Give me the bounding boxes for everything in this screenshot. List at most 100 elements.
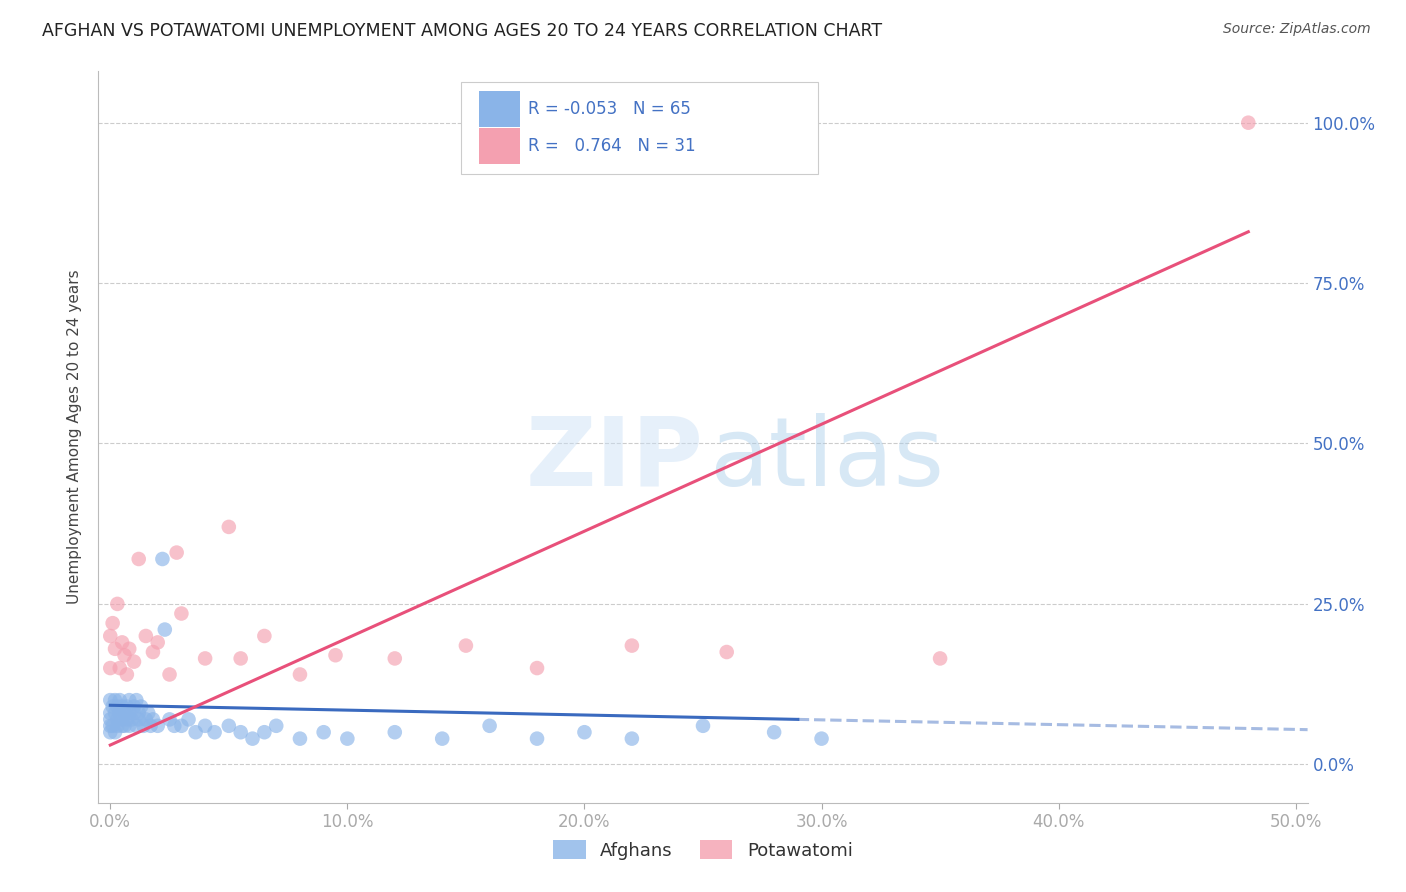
Text: Source: ZipAtlas.com: Source: ZipAtlas.com	[1223, 22, 1371, 37]
Point	[98, 629, 121, 643]
Point	[152, 552, 174, 566]
Point	[204, 725, 226, 739]
Point	[620, 731, 643, 746]
Point	[105, 699, 128, 714]
Point	[98, 693, 121, 707]
Point	[98, 725, 121, 739]
Text: ZIP: ZIP	[524, 412, 703, 506]
FancyBboxPatch shape	[479, 92, 520, 128]
Point	[98, 661, 121, 675]
Point	[108, 661, 131, 675]
Point	[104, 693, 127, 707]
Point	[104, 641, 127, 656]
Point	[114, 648, 136, 663]
Point	[526, 731, 548, 746]
Point	[218, 719, 240, 733]
Point	[288, 731, 311, 746]
Point	[159, 667, 181, 681]
Point	[574, 725, 596, 739]
Point	[166, 545, 188, 559]
Point	[288, 667, 311, 681]
Point	[115, 712, 138, 726]
Point	[121, 712, 143, 726]
Point	[336, 731, 359, 746]
Point	[122, 655, 145, 669]
Point	[1237, 116, 1260, 130]
Point	[142, 712, 165, 726]
Point	[108, 693, 131, 707]
Point	[526, 661, 548, 675]
Point	[135, 629, 157, 643]
Point	[229, 725, 252, 739]
Point	[692, 719, 714, 733]
Point	[98, 706, 121, 720]
Point	[146, 719, 169, 733]
Point	[101, 616, 124, 631]
Point	[98, 719, 121, 733]
Point	[153, 623, 176, 637]
Text: atlas: atlas	[709, 412, 945, 506]
FancyBboxPatch shape	[461, 82, 818, 174]
Point	[129, 699, 152, 714]
Point	[115, 699, 138, 714]
Point	[384, 651, 406, 665]
Point	[105, 712, 128, 726]
Point	[118, 641, 141, 656]
Point	[128, 706, 150, 720]
Point	[218, 520, 240, 534]
Point	[118, 719, 141, 733]
Point	[620, 639, 643, 653]
Point	[128, 712, 150, 726]
Point	[98, 712, 121, 726]
Point	[118, 706, 141, 720]
Point	[105, 597, 128, 611]
Point	[763, 725, 786, 739]
FancyBboxPatch shape	[479, 128, 520, 164]
Legend: Afghans, Potawatomi: Afghans, Potawatomi	[546, 833, 860, 867]
Point	[184, 725, 207, 739]
Point	[384, 725, 406, 739]
Point	[194, 719, 217, 733]
Point	[111, 719, 134, 733]
Point	[142, 645, 165, 659]
Point	[118, 693, 141, 707]
Text: R =   0.764   N = 31: R = 0.764 N = 31	[527, 137, 696, 155]
Point	[432, 731, 454, 746]
Point	[125, 719, 148, 733]
Point	[135, 712, 157, 726]
Point	[128, 552, 150, 566]
Point	[146, 635, 169, 649]
Point	[101, 699, 124, 714]
Point	[253, 725, 276, 739]
Point	[132, 719, 155, 733]
Point	[104, 706, 127, 720]
Point	[125, 693, 148, 707]
Point	[929, 651, 952, 665]
Text: R = -0.053   N = 65: R = -0.053 N = 65	[527, 101, 690, 119]
Text: AFGHAN VS POTAWATOMI UNEMPLOYMENT AMONG AGES 20 TO 24 YEARS CORRELATION CHART: AFGHAN VS POTAWATOMI UNEMPLOYMENT AMONG …	[42, 22, 883, 40]
Point	[105, 719, 128, 733]
Point	[325, 648, 347, 663]
Point	[194, 651, 217, 665]
Point	[264, 719, 287, 733]
Point	[115, 667, 138, 681]
Point	[253, 629, 276, 643]
Point	[108, 706, 131, 720]
Point	[716, 645, 738, 659]
Point	[114, 706, 136, 720]
Point	[312, 725, 335, 739]
Point	[111, 712, 134, 726]
Point	[454, 639, 477, 653]
Point	[136, 706, 159, 720]
Point	[159, 712, 181, 726]
Point	[111, 699, 134, 714]
Point	[111, 635, 134, 649]
Point	[139, 719, 162, 733]
Point	[177, 712, 200, 726]
Point	[170, 607, 193, 621]
Point	[478, 719, 501, 733]
Point	[122, 699, 145, 714]
Point	[810, 731, 832, 746]
Point	[101, 719, 124, 733]
Point	[163, 719, 186, 733]
